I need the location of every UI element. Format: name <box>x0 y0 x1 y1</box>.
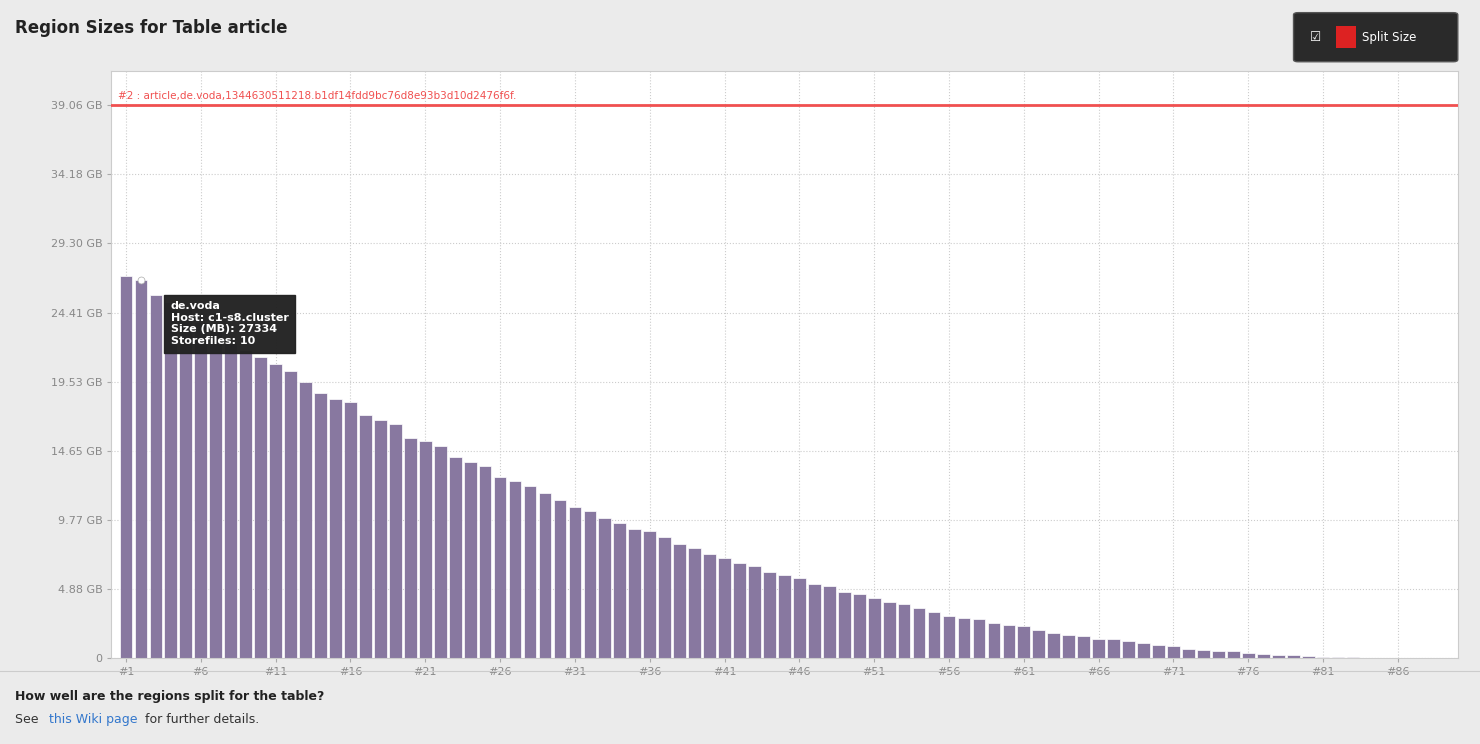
Bar <box>972 619 986 658</box>
Bar <box>1048 633 1060 658</box>
Bar <box>1286 655 1299 658</box>
Bar <box>463 462 477 658</box>
Bar <box>554 500 567 658</box>
Bar <box>808 583 821 658</box>
Bar <box>149 295 163 658</box>
Bar <box>1033 629 1045 658</box>
Bar <box>448 457 462 658</box>
Bar <box>478 466 491 658</box>
Bar <box>913 608 925 658</box>
Bar <box>1077 636 1091 658</box>
Bar <box>987 623 1000 658</box>
Bar <box>1271 655 1285 658</box>
Bar <box>958 618 971 658</box>
Text: #2 : article,de.voda,1344630511218.b1df14fdd9bc76d8e93b3d10d2476f6f.: #2 : article,de.voda,1344630511218.b1df1… <box>118 91 517 101</box>
Bar <box>793 578 805 658</box>
Bar <box>1227 652 1240 658</box>
Bar <box>209 331 222 658</box>
Bar <box>120 276 132 658</box>
Bar <box>703 554 716 658</box>
Bar <box>867 598 881 658</box>
Bar <box>1257 654 1270 658</box>
Text: How well are the regions split for the table?: How well are the regions split for the t… <box>15 690 324 703</box>
Bar <box>404 437 417 658</box>
Bar <box>1332 657 1344 658</box>
Bar <box>1107 639 1120 658</box>
Bar <box>1212 651 1225 658</box>
Text: ☑: ☑ <box>1310 31 1322 44</box>
Bar <box>778 575 790 658</box>
Bar <box>240 350 252 658</box>
Text: for further details.: for further details. <box>141 713 259 725</box>
Bar <box>943 616 956 658</box>
Bar <box>164 302 178 658</box>
Bar <box>1092 639 1106 658</box>
Bar <box>838 592 851 658</box>
Bar <box>629 528 641 658</box>
Bar <box>928 612 940 658</box>
Bar <box>673 544 687 658</box>
Bar <box>539 493 552 658</box>
Bar <box>374 420 386 658</box>
Text: Region Sizes for Table article: Region Sizes for Table article <box>15 19 287 36</box>
Bar <box>255 357 266 658</box>
Bar <box>598 518 611 658</box>
Bar <box>1302 656 1314 658</box>
Bar <box>419 441 432 658</box>
Bar <box>882 602 895 658</box>
Bar <box>1017 626 1030 658</box>
Text: de.voda
Host: c1-s8.cluster
Size (MB): 27334
Storefiles: 10: de.voda Host: c1-s8.cluster Size (MB): 2… <box>170 301 289 346</box>
Bar <box>314 393 327 658</box>
Bar <box>194 322 207 658</box>
Bar <box>688 548 702 658</box>
Bar <box>135 280 148 658</box>
Bar <box>764 571 776 658</box>
Bar <box>1122 641 1135 658</box>
Bar <box>1197 650 1209 658</box>
Bar <box>823 586 836 658</box>
Bar <box>1168 647 1180 658</box>
Bar <box>343 402 357 658</box>
Bar <box>1137 643 1150 658</box>
Bar <box>568 507 582 658</box>
Bar <box>329 399 342 658</box>
Bar <box>509 481 521 658</box>
Bar <box>747 566 761 658</box>
Bar <box>1151 645 1165 658</box>
Bar <box>1183 649 1194 658</box>
Bar <box>852 594 866 658</box>
Bar <box>299 382 312 658</box>
Bar <box>1242 652 1255 658</box>
Bar <box>659 537 670 658</box>
Bar <box>898 604 910 658</box>
Bar <box>494 478 506 658</box>
Bar <box>613 522 626 658</box>
Bar <box>179 310 192 658</box>
Bar <box>583 511 596 658</box>
Bar <box>718 558 731 658</box>
Bar <box>1317 657 1329 658</box>
Text: See: See <box>15 713 43 725</box>
Bar <box>434 446 447 658</box>
Bar <box>1002 625 1015 658</box>
Bar <box>360 414 371 658</box>
Text: Split Size: Split Size <box>1362 31 1416 44</box>
Bar <box>389 424 401 658</box>
Bar <box>524 487 536 658</box>
Bar <box>644 531 656 658</box>
Text: this Wiki page: this Wiki page <box>49 713 138 725</box>
Bar <box>269 364 283 658</box>
Bar <box>1063 635 1074 658</box>
Bar <box>733 563 746 658</box>
Bar <box>225 343 237 658</box>
Bar <box>284 371 297 658</box>
